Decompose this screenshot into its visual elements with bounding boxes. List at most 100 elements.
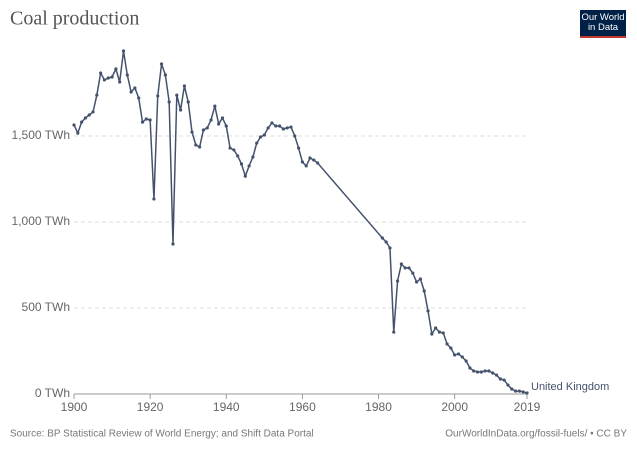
point bbox=[114, 67, 118, 71]
x-tick-label: 1960 bbox=[289, 400, 316, 414]
point bbox=[87, 113, 91, 117]
credit: OurWorldInData.org/fossil-fuels/ • CC BY bbox=[445, 429, 627, 440]
point bbox=[513, 389, 518, 393]
point bbox=[156, 94, 160, 98]
point bbox=[453, 353, 457, 357]
point bbox=[403, 266, 407, 270]
series-label: United Kingdom bbox=[531, 381, 609, 393]
point bbox=[300, 160, 305, 164]
point bbox=[198, 145, 202, 149]
point bbox=[491, 371, 495, 375]
point bbox=[102, 78, 107, 82]
point bbox=[434, 326, 438, 330]
point bbox=[194, 143, 198, 147]
point bbox=[236, 154, 240, 158]
point bbox=[456, 352, 461, 356]
point bbox=[430, 332, 434, 336]
point bbox=[220, 116, 225, 120]
point bbox=[118, 80, 122, 84]
point bbox=[80, 120, 84, 124]
point bbox=[460, 355, 464, 359]
point bbox=[289, 125, 293, 129]
point bbox=[76, 131, 80, 135]
point bbox=[247, 164, 251, 168]
point bbox=[388, 246, 392, 250]
point bbox=[525, 391, 529, 395]
point bbox=[296, 146, 301, 150]
point bbox=[258, 135, 263, 139]
point bbox=[475, 370, 480, 374]
point bbox=[494, 373, 499, 377]
y-tick-label: 500 TWh bbox=[22, 300, 70, 314]
point bbox=[506, 383, 510, 387]
chart-title: Coal production bbox=[10, 8, 139, 30]
point bbox=[121, 49, 126, 53]
point bbox=[304, 164, 308, 168]
x-tick-label: 1980 bbox=[365, 400, 392, 414]
point bbox=[99, 71, 103, 75]
point bbox=[262, 133, 266, 137]
point bbox=[384, 240, 388, 244]
point bbox=[182, 84, 186, 88]
point bbox=[395, 279, 400, 283]
point bbox=[178, 108, 183, 112]
point bbox=[308, 156, 312, 160]
point bbox=[502, 378, 506, 382]
point bbox=[316, 161, 320, 165]
x-tick-label: 1920 bbox=[137, 400, 164, 414]
point bbox=[106, 76, 110, 80]
point bbox=[517, 389, 521, 393]
point bbox=[498, 377, 502, 381]
point bbox=[445, 342, 449, 346]
point bbox=[312, 158, 316, 162]
point bbox=[186, 100, 190, 104]
point bbox=[380, 236, 384, 240]
point bbox=[449, 346, 453, 350]
point bbox=[426, 309, 430, 313]
point bbox=[133, 86, 137, 90]
point bbox=[422, 289, 426, 293]
point bbox=[201, 128, 206, 132]
point bbox=[148, 118, 152, 122]
point bbox=[163, 73, 167, 77]
point bbox=[487, 369, 491, 373]
point bbox=[251, 155, 255, 159]
point bbox=[285, 126, 289, 130]
point bbox=[159, 62, 164, 66]
point bbox=[411, 271, 415, 275]
point bbox=[479, 370, 483, 374]
point bbox=[441, 331, 445, 335]
point bbox=[83, 116, 88, 120]
logo-stripe bbox=[580, 36, 626, 38]
point bbox=[152, 197, 156, 201]
point bbox=[270, 121, 274, 125]
point bbox=[472, 369, 476, 373]
point bbox=[232, 148, 236, 152]
point bbox=[266, 126, 270, 130]
point bbox=[464, 359, 468, 363]
point bbox=[468, 366, 472, 370]
point bbox=[274, 124, 278, 128]
point bbox=[190, 130, 194, 134]
point bbox=[418, 277, 423, 281]
point bbox=[72, 123, 76, 127]
x-tick-label: 1940 bbox=[213, 400, 240, 414]
point bbox=[255, 141, 259, 145]
point bbox=[137, 96, 141, 100]
y-tick-label: 0 TWh bbox=[35, 386, 70, 400]
point bbox=[437, 330, 442, 334]
point bbox=[243, 174, 247, 178]
logo: Our World in Data bbox=[581, 12, 625, 33]
point bbox=[110, 75, 114, 79]
point bbox=[140, 120, 145, 124]
logo-wrap: Our World in Data bbox=[581, 12, 625, 33]
x-tick-label: 2019 bbox=[514, 400, 541, 414]
x-tick-label: 1900 bbox=[61, 400, 88, 414]
point bbox=[399, 262, 403, 266]
point bbox=[415, 280, 419, 284]
point bbox=[483, 369, 487, 373]
point bbox=[95, 93, 99, 97]
point bbox=[175, 93, 179, 97]
point bbox=[217, 122, 221, 126]
point bbox=[213, 104, 217, 108]
